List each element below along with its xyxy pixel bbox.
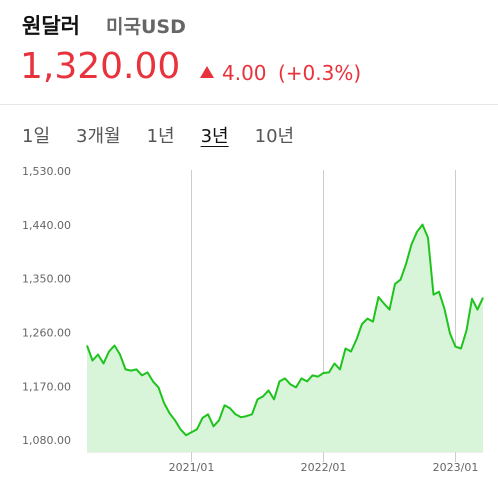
- title: 원달러: [22, 14, 80, 38]
- y-tick-label: 1,260.00: [22, 327, 71, 340]
- price: 1,320.00: [20, 46, 181, 87]
- x-tick-label: 2021/01: [169, 461, 215, 474]
- x-tick-label: 2023/01: [433, 461, 479, 474]
- tab[interactable]: 1일: [22, 126, 51, 147]
- up-arrow: [200, 66, 214, 78]
- y-tick-label: 1,350.00: [22, 273, 71, 286]
- subtitle: 미국USD: [106, 16, 186, 38]
- y-tick-label: 1,170.00: [22, 380, 71, 393]
- tab[interactable]: 3년: [200, 126, 229, 147]
- chart: 1,080.00 1,170.00 1,260.00 1,350.00 1,440.00…: [22, 165, 484, 474]
- change: 4.00: [222, 61, 267, 85]
- header: 원달러 미국USD 1,320.00 4.00 (+0.3%): [0, 0, 498, 105]
- line: [86, 223, 484, 437]
- area: [87, 224, 483, 452]
- tab[interactable]: 3개월: [76, 126, 121, 147]
- change-pct: (+0.3%): [278, 61, 362, 85]
- tabs: 1일 3개월 1년 3년 10년: [22, 122, 294, 148]
- y-tick-label: 1,080.00: [22, 434, 71, 447]
- x-tick-label: 2022/01: [301, 461, 347, 474]
- tab[interactable]: 10년: [254, 126, 295, 147]
- y-tick-label: 1,440.00: [22, 219, 71, 232]
- tab[interactable]: 1년: [146, 126, 175, 147]
- y-tick-label: 1,530.00: [22, 165, 71, 178]
